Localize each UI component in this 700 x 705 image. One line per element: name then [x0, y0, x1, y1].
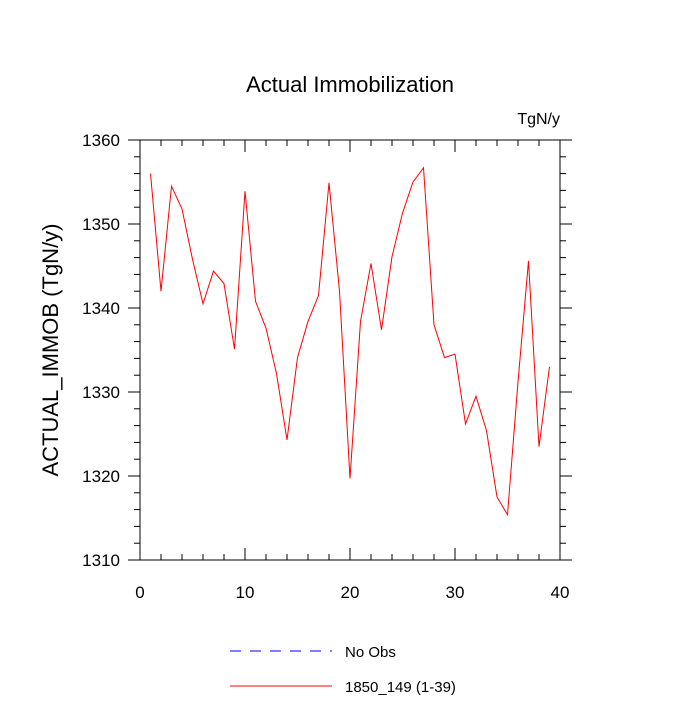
y-tick-label: 1330 — [82, 383, 120, 402]
data-point — [328, 182, 330, 184]
data-point — [244, 190, 246, 192]
data-point — [549, 366, 551, 368]
data-point — [517, 381, 519, 383]
data-point — [160, 290, 162, 292]
data-point — [496, 496, 498, 498]
data-point — [181, 208, 183, 210]
y-tick-label: 1310 — [82, 551, 120, 570]
legend-label: 1850_149 (1-39) — [345, 679, 456, 696]
legend-label: No Obs — [345, 644, 396, 661]
data-point — [192, 258, 194, 260]
data-point — [171, 185, 173, 187]
data-point — [255, 300, 257, 302]
x-tick-label: 0 — [135, 583, 144, 602]
data-point — [538, 446, 540, 448]
data-point — [444, 357, 446, 359]
data-point — [360, 321, 362, 323]
y-tick-label: 1340 — [82, 299, 120, 318]
x-tick-label: 40 — [551, 583, 570, 602]
data-point — [370, 263, 372, 265]
units-label: TgN/y — [517, 111, 560, 128]
data-point — [202, 303, 204, 305]
y-tick-label: 1320 — [82, 467, 120, 486]
x-tick-label: 10 — [236, 583, 255, 602]
data-point — [349, 478, 351, 480]
data-point — [412, 181, 414, 183]
data-point — [507, 514, 509, 516]
data-point — [265, 327, 267, 329]
data-point — [213, 270, 215, 272]
data-point — [402, 212, 404, 214]
data-point — [423, 167, 425, 169]
chart-title: Actual Immobilization — [246, 72, 454, 97]
data-point — [486, 430, 488, 432]
series-layer — [150, 166, 551, 517]
data-point — [454, 353, 456, 355]
data-point — [297, 357, 299, 359]
data-point — [391, 256, 393, 258]
x-tick-label: 30 — [446, 583, 465, 602]
data-point — [475, 395, 477, 397]
data-point — [528, 260, 530, 262]
data-point — [150, 173, 152, 175]
data-point — [433, 324, 435, 326]
x-tick-label: 20 — [341, 583, 360, 602]
data-point — [381, 329, 383, 331]
data-point — [286, 439, 288, 441]
data-point — [318, 295, 320, 297]
y-tick-label: 1360 — [82, 131, 120, 150]
data-point — [339, 290, 341, 292]
data-point — [465, 423, 467, 425]
data-point — [234, 348, 236, 350]
y-axis-label: ACTUAL_IMMOB (TgN/y) — [38, 223, 63, 476]
data-point — [223, 283, 225, 285]
series-line — [150, 166, 550, 517]
data-point — [276, 373, 278, 375]
legend: No Obs 1850_149 (1-39) — [230, 644, 456, 696]
data-point — [307, 321, 309, 323]
y-tick-label: 1350 — [82, 215, 120, 234]
axis-ticks: 0 10 20 30 40 1310 1320 1330 1340 1350 1360 — [82, 131, 572, 602]
